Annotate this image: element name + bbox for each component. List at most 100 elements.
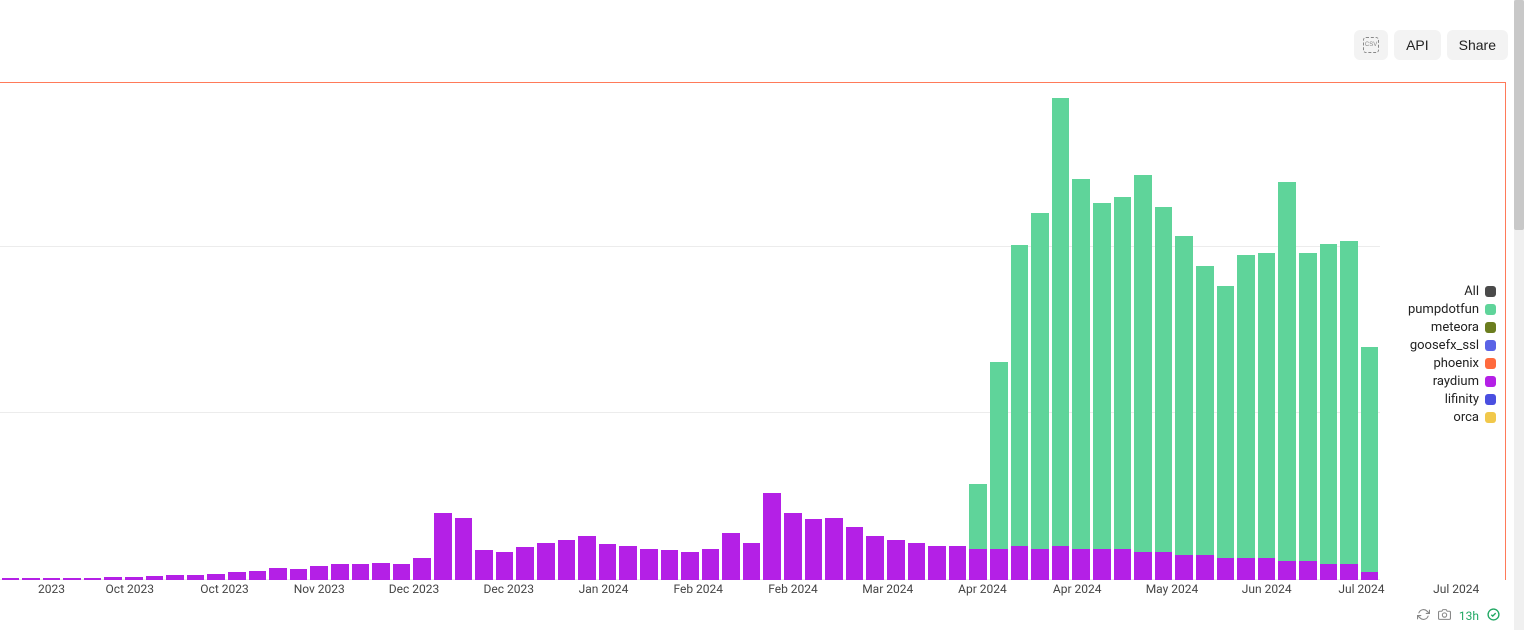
bar[interactable]	[247, 82, 268, 580]
bar[interactable]	[721, 82, 742, 580]
bar[interactable]	[453, 82, 474, 580]
bar-segment-raydium[interactable]	[1175, 555, 1193, 580]
legend-item-raydium[interactable]: raydium	[1433, 374, 1496, 389]
bar[interactable]	[391, 82, 412, 580]
bar[interactable]	[103, 82, 124, 580]
bar[interactable]	[474, 82, 495, 580]
bar-segment-raydium[interactable]	[1052, 546, 1070, 580]
bar[interactable]	[227, 82, 248, 580]
bar-segment-raydium[interactable]	[146, 576, 164, 580]
bar-segment-raydium[interactable]	[1258, 558, 1276, 580]
bar[interactable]	[700, 82, 721, 580]
refresh-icon[interactable]	[1417, 608, 1430, 624]
bar-segment-raydium[interactable]	[763, 493, 781, 580]
bar-segment-raydium[interactable]	[784, 513, 802, 580]
bar-segment-raydium[interactable]	[1237, 558, 1255, 580]
bar-segment-raydium[interactable]	[125, 577, 143, 580]
bar[interactable]	[1112, 82, 1133, 580]
bar[interactable]	[1030, 82, 1051, 580]
bar[interactable]	[1359, 82, 1380, 580]
bar-segment-raydium[interactable]	[1320, 564, 1338, 580]
bar[interactable]	[741, 82, 762, 580]
bar-segment-pumpdotfun[interactable]	[1196, 266, 1214, 555]
bar[interactable]	[82, 82, 103, 580]
bar-segment-raydium[interactable]	[908, 543, 926, 580]
bar[interactable]	[824, 82, 845, 580]
bar-segment-pumpdotfun[interactable]	[1155, 207, 1173, 552]
bar[interactable]	[1277, 82, 1298, 580]
bar[interactable]	[803, 82, 824, 580]
bar-segment-pumpdotfun[interactable]	[1237, 255, 1255, 558]
bar-segment-raydium[interactable]	[805, 519, 823, 580]
bar[interactable]	[927, 82, 948, 580]
bar-segment-raydium[interactable]	[434, 513, 452, 580]
bar[interactable]	[309, 82, 330, 580]
bar[interactable]	[1050, 82, 1071, 580]
legend-item-orca[interactable]: orca	[1453, 410, 1496, 425]
bar-segment-raydium[interactable]	[866, 536, 884, 580]
bar[interactable]	[535, 82, 556, 580]
bar[interactable]	[1318, 82, 1339, 580]
bar[interactable]	[638, 82, 659, 580]
bar[interactable]	[268, 82, 289, 580]
bar-segment-pumpdotfun[interactable]	[1340, 241, 1358, 565]
bar[interactable]	[1339, 82, 1360, 580]
legend-item-pumpdotfun[interactable]: pumpdotfun	[1408, 302, 1496, 317]
bar[interactable]	[124, 82, 145, 580]
bar[interactable]	[206, 82, 227, 580]
bar[interactable]	[1256, 82, 1277, 580]
bar-segment-raydium[interactable]	[558, 540, 576, 580]
bar[interactable]	[494, 82, 515, 580]
bar-segment-raydium[interactable]	[681, 552, 699, 580]
bar-segment-raydium[interactable]	[537, 543, 555, 580]
bar-segment-pumpdotfun[interactable]	[1278, 182, 1296, 562]
bar[interactable]	[1009, 82, 1030, 580]
bar-segment-raydium[interactable]	[1361, 572, 1379, 580]
bar-segment-pumpdotfun[interactable]	[1052, 98, 1070, 546]
bar-segment-raydium[interactable]	[2, 578, 20, 580]
bar[interactable]	[844, 82, 865, 580]
bar-segment-raydium[interactable]	[331, 564, 349, 580]
bar-segment-raydium[interactable]	[599, 544, 617, 580]
bar-segment-raydium[interactable]	[249, 571, 267, 580]
bar[interactable]	[371, 82, 392, 580]
bar-segment-raydium[interactable]	[310, 566, 328, 580]
bar-segment-raydium[interactable]	[928, 546, 946, 580]
bar-segment-raydium[interactable]	[578, 536, 596, 580]
bar-segment-raydium[interactable]	[1155, 552, 1173, 580]
bar-segment-raydium[interactable]	[1340, 564, 1358, 580]
bar[interactable]	[41, 82, 62, 580]
bar-segment-pumpdotfun[interactable]	[1320, 244, 1338, 565]
bar-segment-raydium[interactable]	[1072, 549, 1090, 580]
legend-item-phoenix[interactable]: phoenix	[1433, 356, 1496, 371]
camera-icon[interactable]	[1438, 608, 1451, 624]
bar[interactable]	[989, 82, 1010, 580]
bar[interactable]	[1297, 82, 1318, 580]
bar-segment-raydium[interactable]	[187, 575, 205, 580]
bar-segment-raydium[interactable]	[455, 518, 473, 580]
bar[interactable]	[288, 82, 309, 580]
download-csv-button[interactable]: CSV	[1354, 30, 1388, 60]
bar[interactable]	[185, 82, 206, 580]
bar-segment-raydium[interactable]	[352, 564, 370, 580]
bar-segment-raydium[interactable]	[619, 546, 637, 580]
bar-segment-raydium[interactable]	[722, 533, 740, 580]
bar-segment-raydium[interactable]	[846, 527, 864, 580]
bar[interactable]	[144, 82, 165, 580]
bar-segment-raydium[interactable]	[661, 550, 679, 580]
bar-segment-raydium[interactable]	[1114, 549, 1132, 580]
bar-segment-raydium[interactable]	[43, 578, 61, 580]
bar-segment-pumpdotfun[interactable]	[1134, 175, 1152, 552]
bar[interactable]	[968, 82, 989, 580]
bar-segment-pumpdotfun[interactable]	[1217, 286, 1235, 558]
bar-segment-raydium[interactable]	[1299, 561, 1317, 580]
api-button[interactable]: API	[1394, 30, 1441, 60]
bar-segment-raydium[interactable]	[949, 546, 967, 580]
bar-segment-pumpdotfun[interactable]	[990, 362, 1008, 549]
bar-segment-raydium[interactable]	[207, 574, 225, 580]
bar-segment-pumpdotfun[interactable]	[969, 484, 987, 549]
bar[interactable]	[1071, 82, 1092, 580]
bar[interactable]	[597, 82, 618, 580]
bar[interactable]	[1133, 82, 1154, 580]
bar-segment-raydium[interactable]	[1278, 561, 1296, 580]
